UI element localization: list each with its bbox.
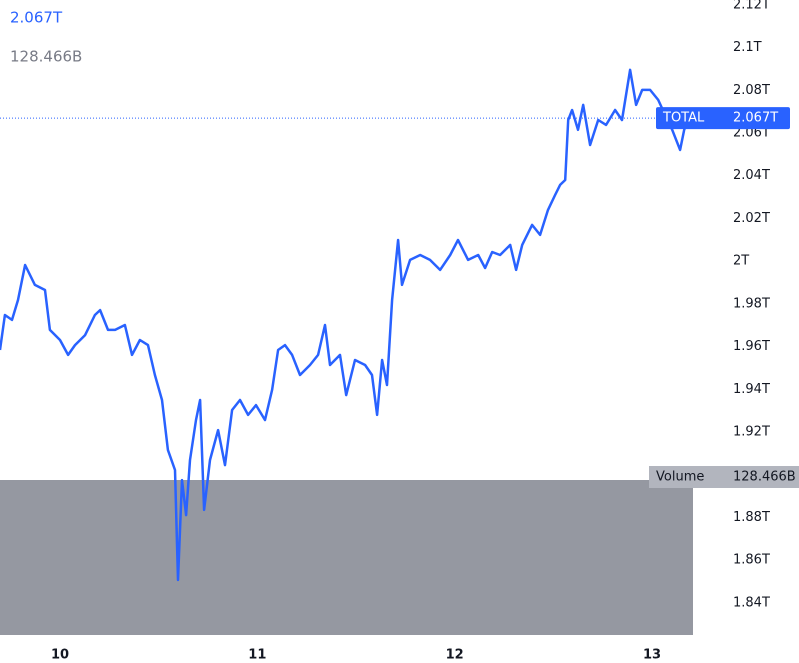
y-tick-label: 2.04T xyxy=(733,168,770,183)
x-tick-label: 10 xyxy=(51,648,69,663)
volume-value: 128.466B xyxy=(10,48,82,66)
volume-label-box xyxy=(649,466,799,488)
y-tick-label: 1.94T xyxy=(733,382,770,397)
y-tick-label: 2T xyxy=(733,254,749,269)
y-tick-label: 2.02T xyxy=(733,211,770,226)
y-tick-label: 1.88T xyxy=(733,510,770,525)
last-value: 2.067T xyxy=(10,9,63,27)
last-value-label: 2.067T xyxy=(733,111,778,126)
y-tick-label: 1.92T xyxy=(733,425,770,440)
y-tick-label: 2.08T xyxy=(733,83,770,98)
series-label-box xyxy=(656,107,790,130)
price-line xyxy=(0,68,690,582)
volume-label: 128.466B xyxy=(733,470,796,485)
y-tick-label: 1.98T xyxy=(733,296,770,311)
x-tick-label: 13 xyxy=(643,648,661,663)
y-tick-label: 2.1T xyxy=(733,40,762,55)
y-tick-label: 1.84T xyxy=(733,595,770,610)
series-label: TOTAL xyxy=(662,111,705,126)
y-tick-label: 2.12T xyxy=(733,0,770,12)
y-tick-label: 1.86T xyxy=(733,553,770,568)
x-tick-label: 11 xyxy=(248,648,266,663)
y-tick-label: 1.96T xyxy=(733,339,770,354)
volume-name: Volume xyxy=(656,470,704,485)
y-tick-label: 2.06T xyxy=(733,126,770,141)
volume-bar xyxy=(0,480,693,635)
x-tick-label: 12 xyxy=(446,648,464,663)
